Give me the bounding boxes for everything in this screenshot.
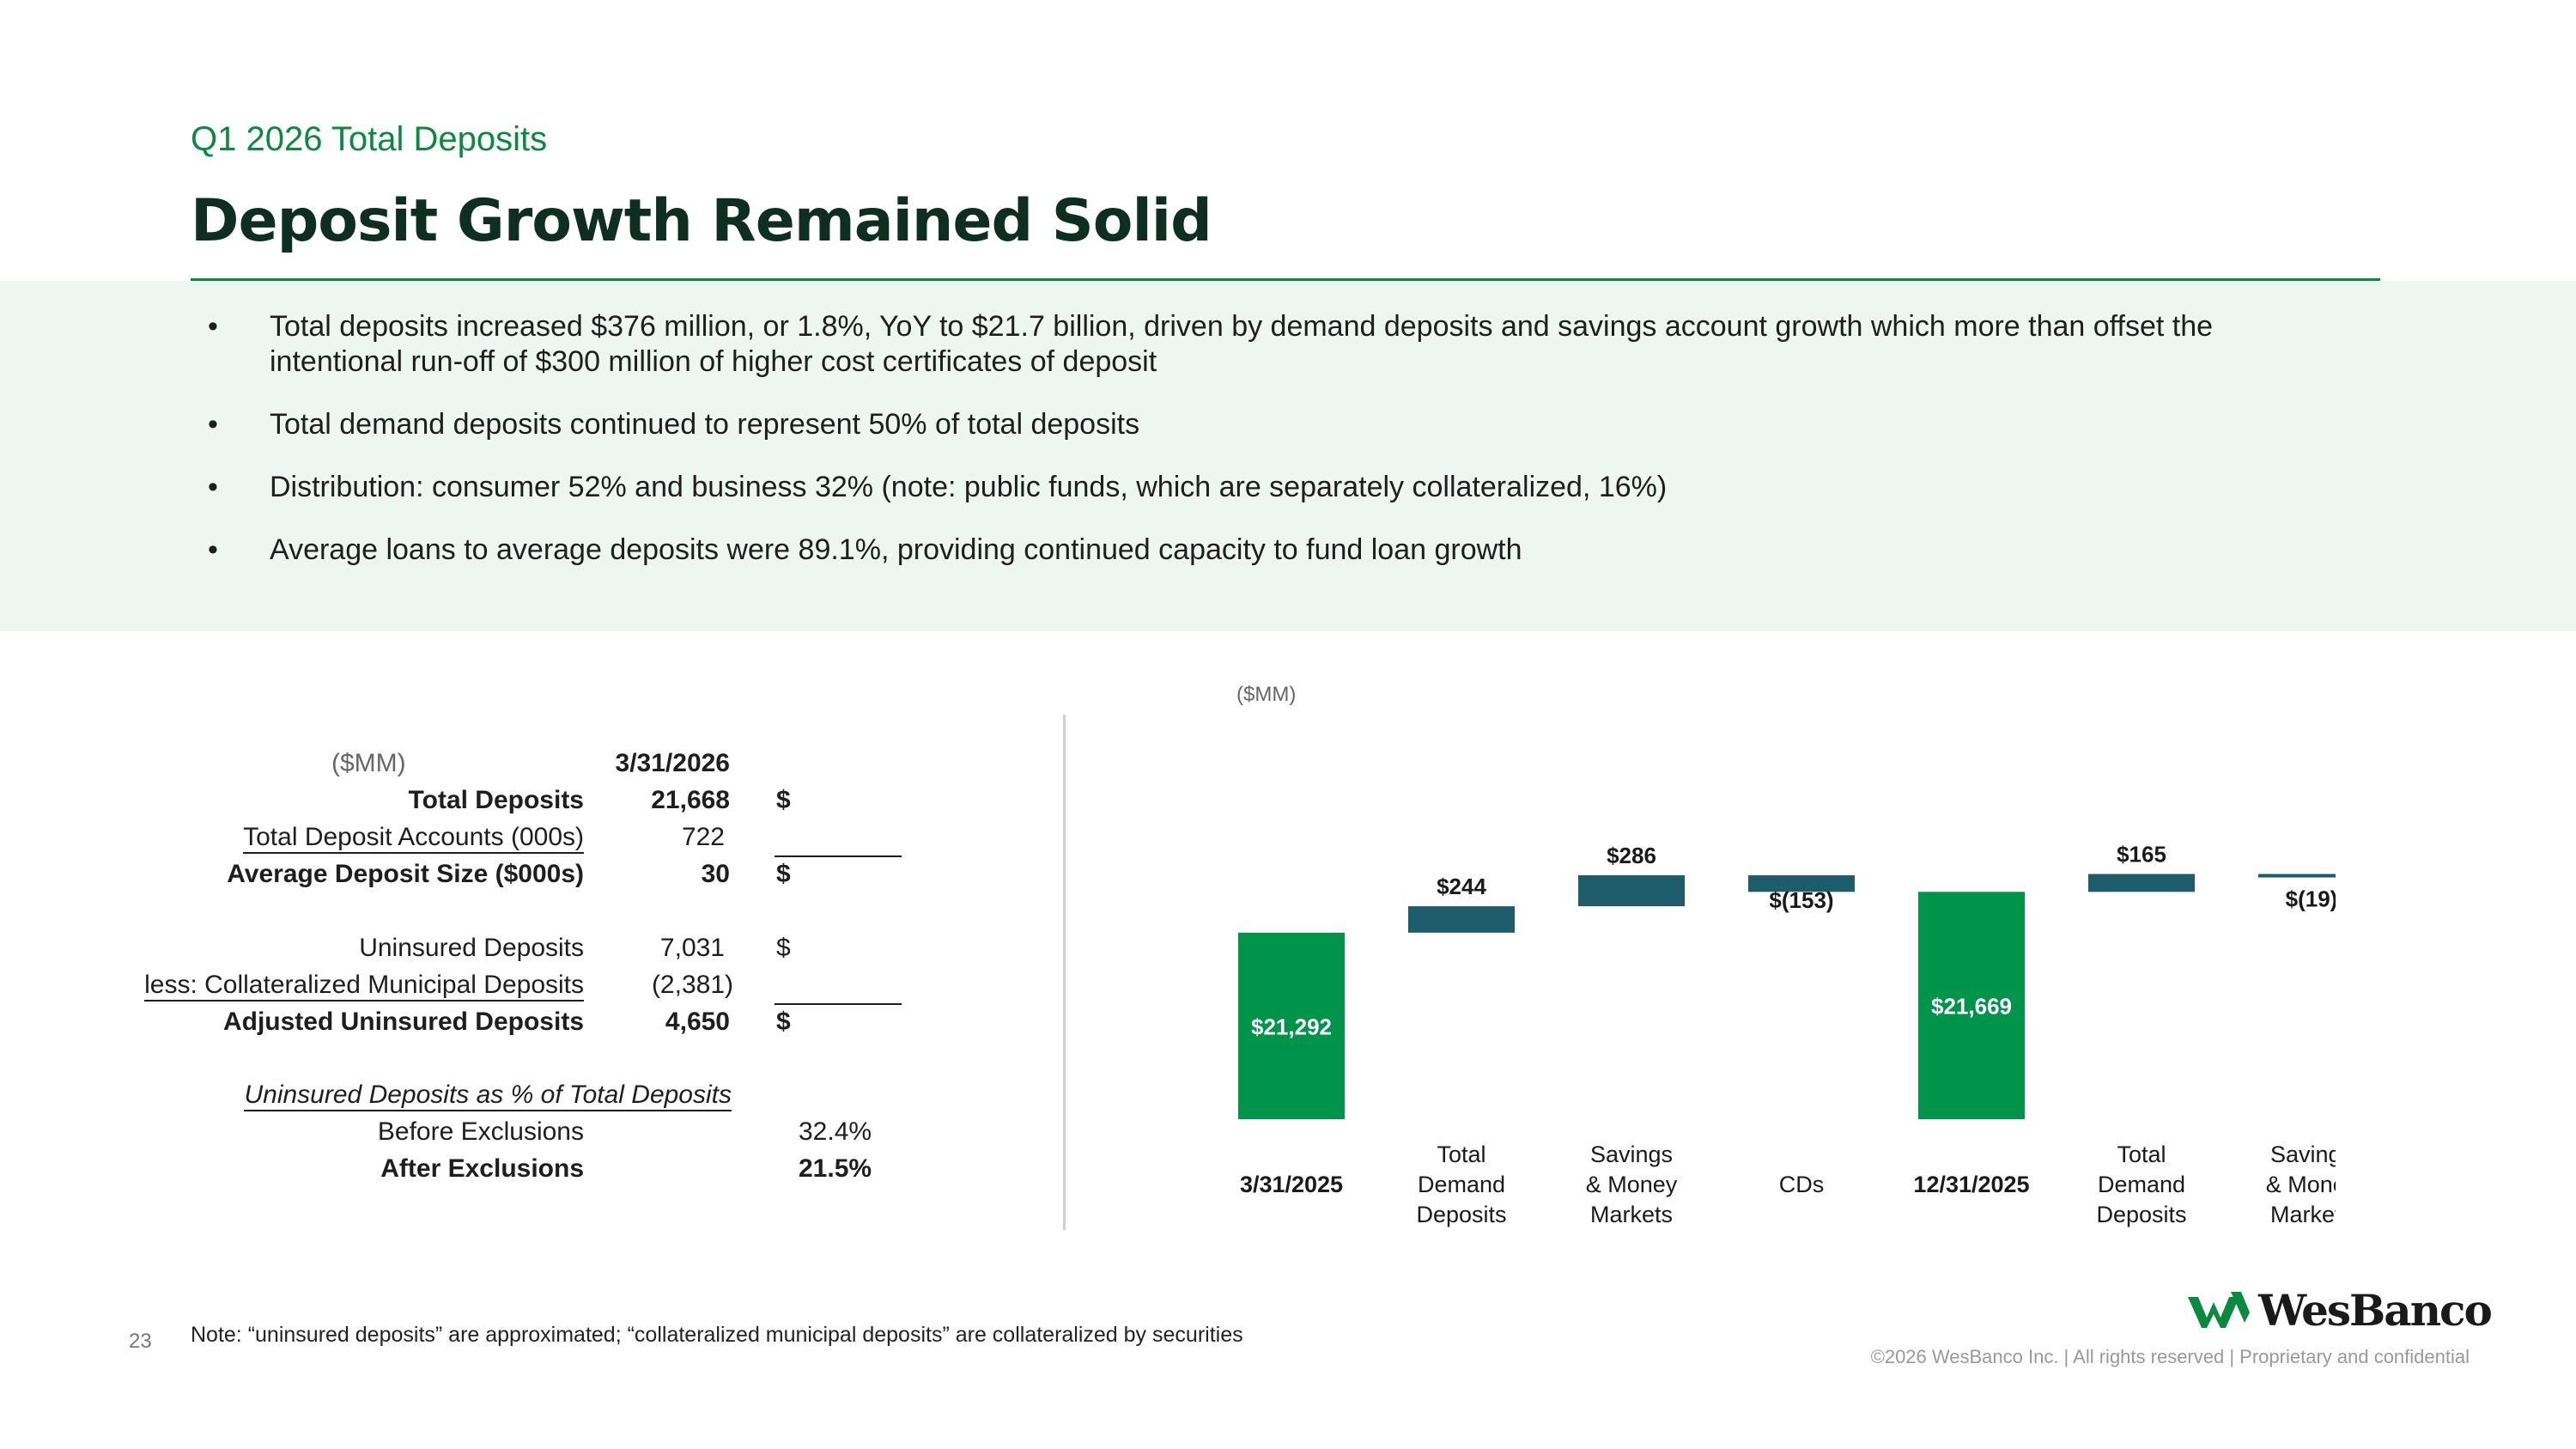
change-bar bbox=[1748, 875, 1855, 892]
change-bar bbox=[2088, 874, 2195, 892]
category-label: Savings bbox=[1590, 1142, 1673, 1167]
category-label: Demand bbox=[2098, 1172, 2185, 1197]
highlights-list: • Total deposits increased $376 million, … bbox=[206, 309, 2310, 595]
logo-wordmark: WesBanco bbox=[2258, 1285, 2493, 1336]
category-label: CDs bbox=[1779, 1172, 1825, 1197]
logo-mark-icon bbox=[2188, 1292, 2250, 1328]
bullet-item: • Distribution: consumer 52% and business… bbox=[208, 471, 1668, 503]
table-header-row: ($MM) 3/31/2026 bbox=[258, 749, 945, 785]
bar-value-label: $21,292 bbox=[1251, 1014, 1332, 1039]
category-label: 3/31/2025 bbox=[1240, 1172, 1343, 1197]
table-row-accounts: Total Deposit Accounts (000s) 722 bbox=[243, 823, 945, 859]
bar-value-label: $244 bbox=[1437, 874, 1486, 899]
waterfall-svg: ($MM) $21,292 3/31/2025 $244 Total Demand Depo… bbox=[1236, 683, 2336, 1227]
bar-value-label: $(19) bbox=[2286, 886, 2336, 912]
table-row-adjusted: Adjusted Uninsured Deposits $ 4,650 bbox=[222, 1008, 791, 1036]
category-label: Markets bbox=[1590, 1202, 1673, 1227]
page-number: 23 bbox=[129, 1330, 152, 1353]
category-label: 12/31/2025 bbox=[1913, 1172, 2029, 1197]
table-row-collateralized: less: Collateralized Municipal Deposits … bbox=[144, 971, 945, 1007]
table-row-before: Before Exclusions 32.4% bbox=[377, 1117, 872, 1146]
table-units-label: ($MM) bbox=[331, 749, 406, 777]
category-label: Demand bbox=[1418, 1172, 1505, 1197]
wesbanco-logo: WesBanco bbox=[2188, 1285, 2493, 1336]
category-label: Total bbox=[2117, 1142, 2166, 1167]
table-row-uninsured: Uninsured Deposits $ 7,031 bbox=[359, 934, 791, 962]
table-row-total-deposits: Total Deposits $ 21,668 bbox=[408, 786, 791, 814]
highlights-band bbox=[0, 281, 2576, 631]
category-label: & Money bbox=[1586, 1172, 1678, 1197]
category-label: Deposits bbox=[1416, 1202, 1506, 1227]
copyright-footer: ©2026 WesBanco Inc. | All rights reserve… bbox=[1870, 1346, 2470, 1367]
bar-value-label: $286 bbox=[1607, 843, 1656, 868]
page-subtitle: Q1 2026 Total Deposits bbox=[191, 120, 548, 158]
table-date-header: 3/31/2026 bbox=[615, 749, 730, 777]
bar-value-label: $(153) bbox=[1769, 887, 1833, 913]
title-rule bbox=[191, 278, 2380, 281]
bar-value-label: $21,669 bbox=[1931, 994, 2012, 1020]
category-label: & Money bbox=[2266, 1172, 2336, 1197]
category-label: Total bbox=[1437, 1142, 1485, 1167]
table-row-after: After Exclusions 21.5% bbox=[380, 1154, 872, 1183]
bullet-item: • Average loans to average deposits were … bbox=[208, 533, 1522, 566]
total-bar bbox=[1918, 892, 2025, 1119]
section-divider bbox=[1063, 715, 1066, 1230]
table-row-average-size: Average Deposit Size ($000s) $ 30 bbox=[227, 860, 791, 888]
chart-units-label: ($MM) bbox=[1236, 683, 1296, 706]
bullet-item: • Total demand deposits continued to repr… bbox=[208, 408, 1140, 441]
category-label: Deposits bbox=[2096, 1202, 2186, 1227]
footnote: Note: “uninsured deposits” are approxima… bbox=[191, 1323, 1243, 1347]
change-bar bbox=[1578, 875, 1685, 907]
deposit-waterfall-chart: ($MM) $21,292 3/31/2025 $244 Total Demand Depo… bbox=[1202, 670, 2336, 1254]
bar-value-label: $165 bbox=[2117, 842, 2166, 868]
bullet-item: • Total deposits increased $376 million, … bbox=[208, 310, 2214, 378]
table-section-header: Uninsured Deposits as % of Total Deposit… bbox=[244, 1081, 945, 1117]
total-bar bbox=[1238, 932, 1345, 1119]
change-bar bbox=[2258, 874, 2336, 878]
category-label: Savings bbox=[2270, 1142, 2336, 1167]
category-label: Markets bbox=[2270, 1202, 2336, 1227]
change-bar bbox=[1408, 906, 1515, 933]
page-title: Deposit Growth Remained Solid bbox=[191, 187, 1212, 255]
